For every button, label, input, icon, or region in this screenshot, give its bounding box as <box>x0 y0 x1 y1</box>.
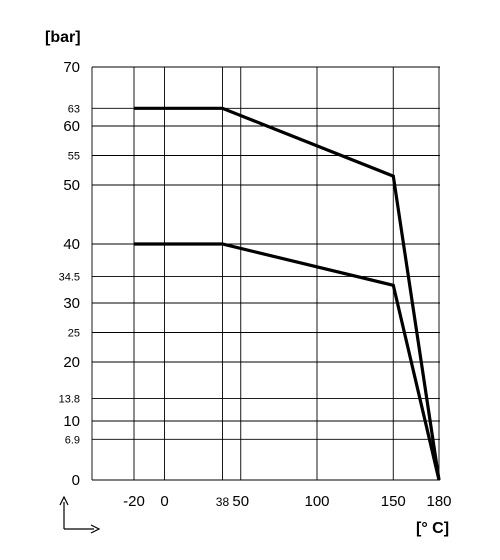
y-tick-label: 20 <box>63 354 80 371</box>
series-line-2 <box>134 242 441 481</box>
grid <box>91 66 440 481</box>
x-axis-label: [° C] <box>416 520 449 537</box>
x-tick-label: 100 <box>304 493 329 510</box>
series-lines <box>134 106 441 481</box>
y-tick-label: 6.9 <box>65 434 80 446</box>
y-tick-label: 0 <box>72 472 80 489</box>
x-tick-label: 0 <box>160 493 168 510</box>
y-tick-label: 63 <box>68 103 80 115</box>
x-arrow-head <box>90 524 101 534</box>
y-tick-label: 30 <box>63 295 80 312</box>
y-tick-label: 55 <box>68 151 80 163</box>
y-tick-label: 40 <box>63 236 80 253</box>
y-tick-label: 10 <box>63 413 80 430</box>
y-tick-label: 13.8 <box>59 394 80 406</box>
y-axis-label: [bar] <box>45 29 81 46</box>
x-tick-label: -20 <box>123 493 145 510</box>
y-arrow-head <box>59 495 69 506</box>
y-tick-label: 60 <box>63 118 80 135</box>
x-tick-label: 50 <box>232 493 249 510</box>
y-tick-label: 34.5 <box>59 271 80 283</box>
x-tick-label: 180 <box>426 493 451 510</box>
x-tick-label: 38 <box>216 495 230 509</box>
x-tick-label: 150 <box>381 493 406 510</box>
y-tick-label: 25 <box>68 328 80 340</box>
y-tick-label: 70 <box>63 59 80 76</box>
series-line-1 <box>134 106 441 481</box>
y-tick-label: 50 <box>63 177 80 194</box>
axes-arrows <box>59 495 101 534</box>
